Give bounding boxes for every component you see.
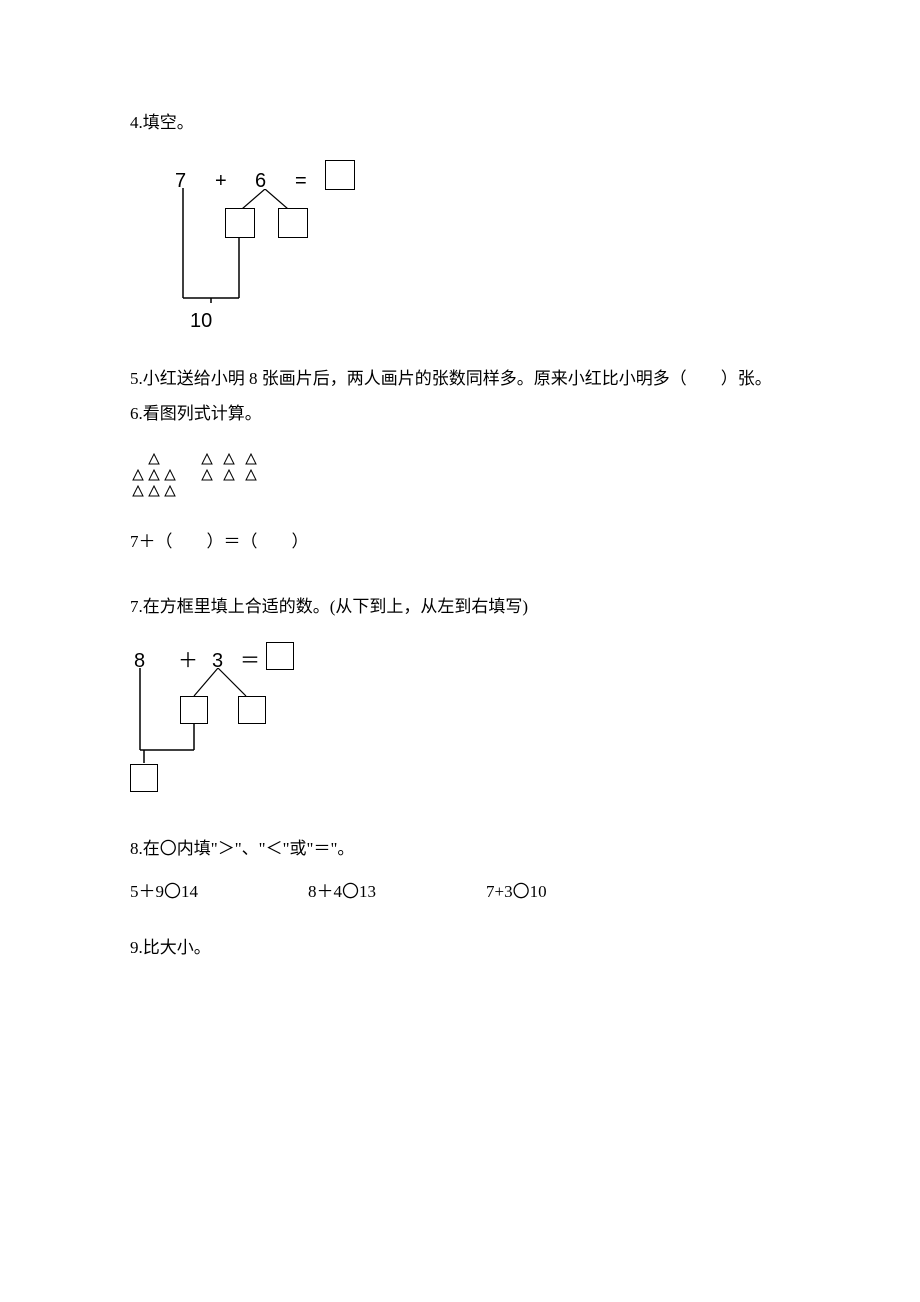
q6-label: 6.看图列式计算。 — [130, 401, 790, 427]
q8-item-2: 8＋4〇13 — [308, 879, 376, 905]
q7-split-box-right — [238, 696, 266, 724]
triangle-icon — [146, 451, 162, 467]
q8-label: 8.在〇内填"＞"、"＜"或"＝"。 — [130, 836, 790, 862]
triangle-icon — [162, 467, 178, 483]
triangle-icon — [162, 483, 178, 499]
q7-diagram: 8 ＋ 3 ＝ — [130, 646, 370, 806]
q7-result-box — [266, 642, 294, 670]
triangle-icon — [146, 483, 162, 499]
q8-item-1: 5＋9〇14 — [130, 879, 198, 905]
q4-diagram: 7 + 6 = 10 — [160, 166, 400, 336]
q4-result-box — [325, 160, 355, 190]
q4-split-box-right — [278, 208, 308, 238]
q8-item-3: 7+3〇10 — [486, 879, 547, 905]
triangle-icon — [240, 467, 262, 483]
triangle-icon — [218, 451, 240, 467]
q4-bracket-icon — [175, 188, 245, 303]
q7-bracket-icon — [134, 668, 200, 763]
q6-figure — [130, 451, 790, 499]
triangle-icon — [196, 451, 218, 467]
q6-group-6 — [196, 451, 262, 499]
triangle-icon — [130, 467, 146, 483]
triangle-icon — [130, 483, 146, 499]
q7-label: 7.在方框里填上合适的数。(从下到上，从左到右填写) — [130, 594, 790, 620]
triangle-icon — [240, 451, 262, 467]
q7-bottom-box — [130, 764, 158, 792]
q5-text: 5.小红送给小明 8 张画片后，两人画片的张数同样多。原来小红比小明多（ ）张。 — [130, 366, 790, 392]
q6-equation: 7＋（ ）＝（ ） — [130, 529, 790, 555]
triangle-icon — [146, 467, 162, 483]
q8-items: 5＋9〇14 8＋4〇13 7+3〇10 — [130, 879, 790, 905]
triangle-icon — [218, 467, 240, 483]
q6-group-7 — [130, 451, 178, 499]
q9-label: 9.比大小。 — [130, 935, 790, 961]
q4-ten-label: 10 — [190, 306, 212, 336]
q4-label: 4.填空。 — [130, 110, 790, 136]
triangle-icon — [196, 467, 218, 483]
